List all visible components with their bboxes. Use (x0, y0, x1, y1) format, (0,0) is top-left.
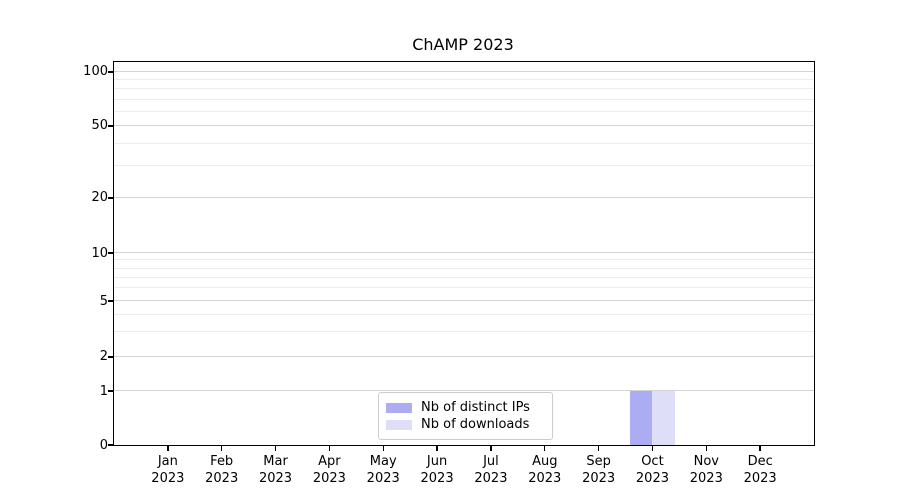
x-tick-mark (759, 446, 761, 451)
legend-entry-downloads: Nb of downloads (386, 416, 544, 433)
y-gridline-minor (114, 287, 814, 289)
x-tick-year: 2023 (312, 471, 346, 486)
x-tick-year: 2023 (635, 471, 669, 486)
legend: Nb of distinct IPs Nb of downloads (378, 392, 553, 440)
x-tick-label: Apr 2023 (294, 453, 364, 487)
y-gridline-minor (114, 259, 814, 261)
x-tick-label: May 2023 (348, 453, 418, 487)
x-tick-month: Feb (210, 454, 234, 469)
x-tick-label: Oct 2023 (617, 453, 687, 487)
x-tick-month: Jun (426, 454, 448, 469)
legend-swatch-downloads (386, 419, 412, 430)
legend-label-downloads: Nb of downloads (421, 416, 530, 432)
y-tick-mark (108, 125, 113, 127)
x-tick-year: 2023 (582, 471, 616, 486)
x-tick-year: 2023 (258, 471, 293, 486)
x-tick-year: 2023 (420, 471, 454, 486)
x-tick-label: Sep 2023 (564, 453, 634, 487)
legend-entry-distinct-ips: Nb of distinct IPs (386, 399, 544, 416)
x-tick-mark (220, 446, 223, 451)
y-gridline-minor (114, 79, 814, 81)
y-tick-mark (108, 197, 113, 199)
x-tick-mark (274, 446, 277, 451)
chart-title: ChAMP 2023 (412, 35, 514, 54)
x-tick-mark (328, 446, 331, 451)
x-tick-year: 2023 (474, 471, 508, 486)
x-tick-mark (382, 446, 384, 451)
legend-swatch-distinct-ips (386, 402, 412, 413)
y-gridline-major (114, 300, 814, 301)
y-gridline-major (114, 355, 814, 357)
y-tick-mark (108, 300, 113, 302)
x-tick-mark (651, 446, 654, 451)
y-gridline-minor (114, 165, 814, 167)
y-tick-mark (108, 444, 113, 446)
y-gridline-minor (114, 88, 814, 90)
x-tick-mark (597, 446, 600, 451)
x-tick-mark (544, 446, 546, 451)
x-tick-month: Jul (483, 454, 499, 469)
x-tick-label: Dec 2023 (725, 453, 795, 487)
y-tick-label: 10 (91, 245, 108, 261)
y-gridline-minor (114, 110, 814, 112)
x-tick-month: Nov (693, 454, 719, 469)
y-tick-label: 5 (99, 293, 108, 309)
y-gridline-minor (114, 98, 814, 100)
x-tick-month: Sep (586, 454, 611, 469)
x-tick-month: May (369, 454, 397, 469)
x-tick-year: 2023 (366, 471, 400, 486)
y-gridline-minor (114, 276, 814, 278)
y-tick-label: 50 (91, 118, 108, 134)
y-tick-mark (108, 252, 113, 254)
plot-area: Nb of distinct IPs Nb of downloads 100 50… (83, 61, 815, 486)
x-tick-label: Jun 2023 (402, 453, 472, 487)
y-gridline-major (114, 70, 814, 72)
x-tick-month: Mar (263, 454, 288, 469)
x-tick-month: Jan (157, 454, 178, 469)
x-tick-label: Mar 2023 (241, 453, 311, 487)
y-tick-label: 1 (99, 383, 108, 399)
x-tick-month: Apr (318, 454, 341, 469)
y-gridline-minor (114, 331, 814, 333)
y-gridline-major (114, 196, 814, 198)
y-gridline-major (114, 252, 814, 254)
x-tick-mark (436, 446, 438, 451)
x-tick-label: Nov 2023 (671, 453, 741, 487)
x-tick-label: Jan 2023 (133, 453, 203, 487)
x-tick-month: Aug (532, 454, 558, 469)
x-tick-label: Jul 2023 (456, 453, 526, 487)
y-tick-label: 0 (99, 437, 108, 453)
x-tick-year: 2023 (528, 471, 562, 486)
x-tick-mark (167, 446, 169, 451)
y-gridline-major (114, 390, 814, 391)
x-tick-mark (490, 446, 492, 451)
y-tick-label: 2 (99, 349, 108, 365)
x-tick-month: Oct (641, 454, 664, 469)
y-tick-mark (108, 390, 113, 392)
y-gridline-major (114, 124, 814, 126)
x-tick-label: Feb 2023 (187, 453, 257, 487)
y-tick-mark (108, 71, 113, 73)
y-gridline-minor (114, 267, 814, 269)
bar-distinct-ips (629, 391, 653, 445)
y-gridline-minor (114, 313, 814, 315)
y-gridline-minor (114, 142, 814, 144)
x-tick-year: 2023 (205, 471, 239, 486)
x-tick-month: Dec (747, 454, 773, 469)
y-tick-label: 20 (91, 190, 108, 206)
x-tick-year: 2023 (743, 471, 777, 486)
x-tick-mark (705, 446, 707, 451)
y-tick-label: 100 (83, 64, 108, 80)
bar-downloads (652, 391, 675, 445)
x-tick-label: Aug 2023 (510, 453, 580, 487)
x-tick-year: 2023 (689, 471, 723, 486)
legend-label-distinct-ips: Nb of distinct IPs (421, 399, 530, 415)
y-tick-mark (108, 356, 113, 358)
x-tick-year: 2023 (151, 471, 185, 486)
